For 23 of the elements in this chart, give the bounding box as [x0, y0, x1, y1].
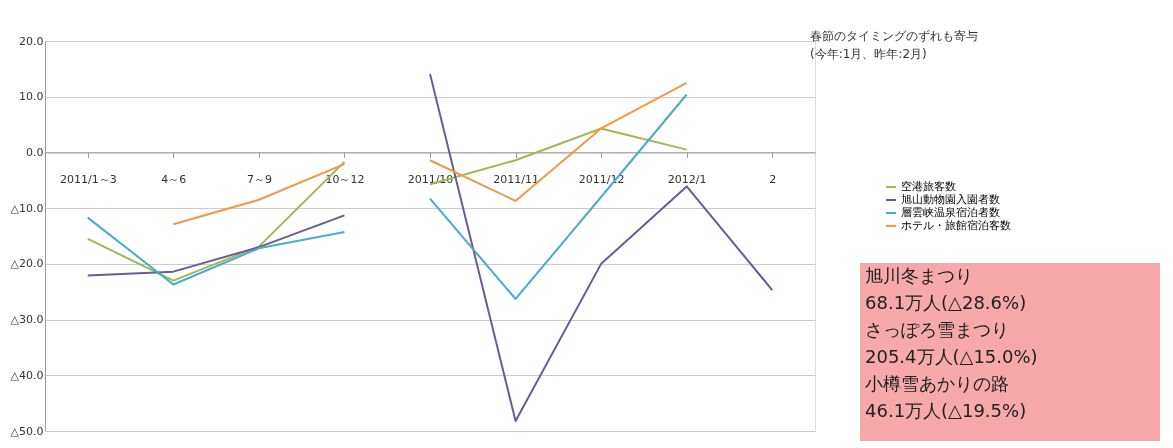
y-tick-label: 10.0: [19, 90, 44, 104]
legend-label: ホテル・旅館宿泊客数: [901, 219, 1011, 232]
x-tick-label: 4～6: [161, 172, 187, 186]
legend-label: 層雲峡温泉宿泊者数: [901, 206, 1000, 219]
y-tick-label: △10.0: [10, 201, 44, 215]
line-series: [86, 216, 346, 286]
line-series: [86, 214, 346, 277]
y-tick-label: 20.0: [19, 34, 44, 48]
x-tick-label: 2: [769, 172, 777, 186]
y-tick-label: 0.0: [26, 145, 44, 159]
y-tick-label: △20.0: [10, 257, 44, 271]
annotation: 春節のタイミングのずれも寄与 (今年:1月、昨年:2月): [810, 29, 978, 61]
x-tick-label: 2011/11: [493, 172, 539, 186]
text: 旭川冬まつり 68.1万人(△28.6%) さっぽろ雪まつり 205.4万人(△15.0%) 小樽雪あかりの路 46.1万人(△19.5%): [865, 265, 1038, 421]
y-tick-label: △30.0: [10, 313, 44, 327]
legend-label: 旭山動物園入園者数: [901, 193, 1000, 206]
x-tick-label: 2012/1: [667, 172, 707, 186]
x-tick-label: 2011/1～3: [59, 172, 117, 186]
y-tick-label: △50.0: [10, 424, 44, 438]
legend-label: 空港旅客数: [901, 180, 956, 193]
y-tick-label: △40.0: [10, 368, 44, 382]
x-tick-label: 7～9: [246, 172, 272, 186]
x-tick-label: 10～12: [325, 172, 365, 186]
